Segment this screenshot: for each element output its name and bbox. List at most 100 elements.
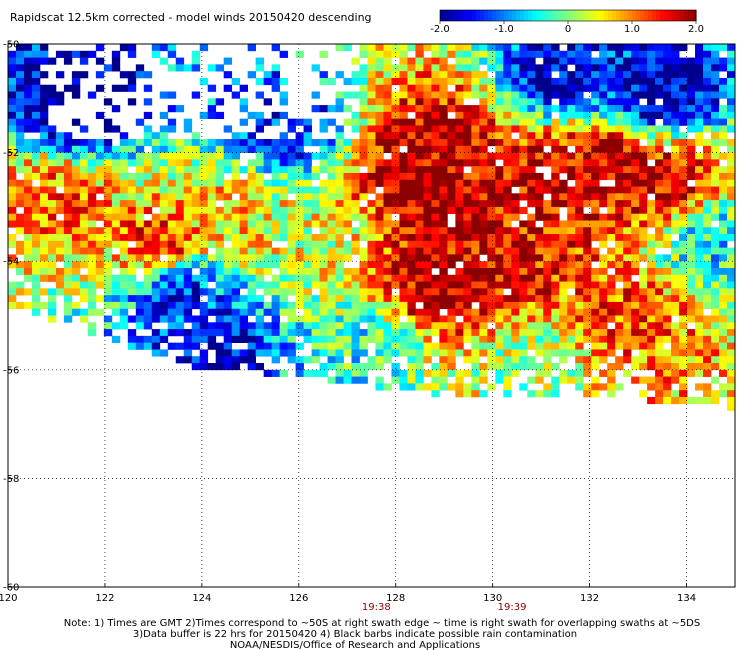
heatmap-cell xyxy=(359,71,368,79)
heatmap-cell xyxy=(655,329,664,337)
heatmap-cell xyxy=(711,132,720,140)
heatmap-cell xyxy=(719,295,728,303)
heatmap-cell xyxy=(223,261,233,269)
heatmap-cell xyxy=(55,227,65,235)
heatmap-cell xyxy=(223,145,233,153)
heatmap-cell xyxy=(191,315,201,323)
heatmap-cell xyxy=(559,349,568,357)
heatmap-cell xyxy=(287,308,296,316)
heatmap-cell xyxy=(319,105,328,113)
heatmap-cell xyxy=(199,329,209,337)
heatmap-cell xyxy=(71,193,81,201)
heatmap-cell xyxy=(71,152,81,160)
heatmap-cell xyxy=(495,118,504,126)
heatmap-cell xyxy=(407,186,416,194)
heatmap-cell xyxy=(415,247,424,255)
heatmap-cell xyxy=(687,71,696,79)
heatmap-cell xyxy=(399,369,408,377)
heatmap-cell xyxy=(503,71,512,79)
heatmap-cell xyxy=(151,281,161,289)
heatmap-cell xyxy=(599,200,608,208)
heatmap-cell xyxy=(655,105,664,113)
heatmap-cell xyxy=(607,349,616,357)
heatmap-cell xyxy=(391,200,400,208)
heatmap-cell xyxy=(503,152,512,160)
heatmap-cell xyxy=(647,240,656,248)
heatmap-cell xyxy=(351,200,360,208)
heatmap-cell xyxy=(207,111,217,120)
heatmap-cell xyxy=(87,240,97,248)
heatmap-cell xyxy=(711,261,720,269)
heatmap-cell xyxy=(711,64,720,72)
heatmap-cell xyxy=(255,363,264,371)
heatmap-cell xyxy=(623,254,632,262)
heatmap-cell xyxy=(135,240,145,248)
heatmap-cell xyxy=(631,315,640,323)
heatmap-cell xyxy=(447,105,456,113)
heatmap-cell xyxy=(703,390,712,398)
heatmap-cell xyxy=(399,111,408,120)
heatmap-cell xyxy=(631,172,640,181)
heatmap-cell xyxy=(535,84,544,92)
heatmap-cell xyxy=(223,342,233,350)
heatmap-cell xyxy=(671,152,680,160)
heatmap-cell xyxy=(551,281,560,289)
heatmap-cell xyxy=(695,179,704,187)
heatmap-cell xyxy=(447,125,456,133)
heatmap-cell xyxy=(207,342,217,350)
heatmap-cell xyxy=(407,152,416,160)
heatmap-cell xyxy=(247,308,257,316)
heatmap-cell xyxy=(607,125,616,133)
heatmap-cell xyxy=(719,274,728,282)
heatmap-cell xyxy=(727,288,736,296)
heatmap-cell xyxy=(423,247,432,255)
heatmap-cell xyxy=(615,132,624,140)
heatmap-cell xyxy=(175,179,185,187)
heatmap-cell xyxy=(455,77,464,86)
heatmap-cell xyxy=(183,227,193,235)
heatmap-cell xyxy=(31,234,41,242)
heatmap-cell xyxy=(695,105,704,113)
heatmap-cell xyxy=(279,172,288,181)
heatmap-cell xyxy=(615,240,624,248)
heatmap-cell xyxy=(343,301,352,310)
heatmap-cell xyxy=(399,349,408,357)
heatmap-cell xyxy=(335,145,344,153)
heatmap-cell xyxy=(639,71,648,79)
heatmap-cell xyxy=(151,145,161,153)
heatmap-cell xyxy=(631,363,640,371)
heatmap-cell xyxy=(183,200,193,208)
heatmap-cell xyxy=(151,288,161,296)
heatmap-cell xyxy=(543,274,552,282)
heatmap-cell xyxy=(303,274,312,282)
heatmap-cell xyxy=(615,301,624,310)
heatmap-cell xyxy=(63,145,73,153)
heatmap-cell xyxy=(311,274,320,282)
heatmap-cell xyxy=(111,57,121,65)
heatmap-cell xyxy=(279,98,288,106)
heatmap-cell xyxy=(207,206,217,215)
heatmap-cell xyxy=(263,254,272,262)
heatmap-cell xyxy=(599,288,608,296)
heatmap-cell xyxy=(591,267,600,276)
heatmap-cell xyxy=(487,206,496,215)
heatmap-cell xyxy=(615,179,624,187)
heatmap-cell xyxy=(679,179,688,187)
heatmap-cell xyxy=(15,193,25,201)
heatmap-cell xyxy=(87,179,97,187)
heatmap-cell xyxy=(487,254,496,262)
heatmap-cell xyxy=(535,342,544,350)
heatmap-cell xyxy=(375,376,384,384)
heatmap-cell xyxy=(511,91,520,99)
heatmap-cell xyxy=(591,77,600,86)
heatmap-cell xyxy=(431,105,440,113)
heatmap-cell xyxy=(599,132,608,140)
heatmap-cell xyxy=(23,172,33,181)
heatmap-cell xyxy=(703,329,712,337)
heatmap-cell xyxy=(111,308,121,316)
heatmap-cell xyxy=(95,57,105,65)
heatmap-cell xyxy=(663,356,672,364)
heatmap-cell xyxy=(103,329,113,337)
heatmap-cell xyxy=(271,64,280,72)
heatmap-cell xyxy=(383,159,392,167)
